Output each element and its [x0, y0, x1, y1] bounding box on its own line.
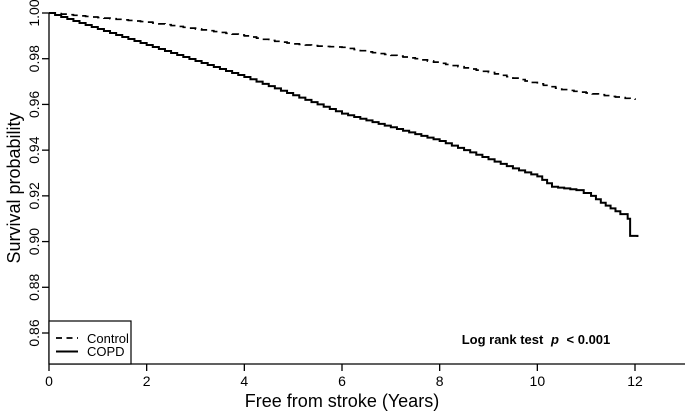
y-tick-label: 0.90: [26, 228, 42, 255]
x-tick-label: 12: [627, 373, 643, 389]
y-tick-label: 0.98: [26, 45, 42, 72]
y-tick-label: 0.86: [26, 319, 42, 346]
legend-label-control: Control: [87, 331, 129, 346]
y-tick-label: 0.92: [26, 182, 42, 209]
x-tick-label: 0: [45, 373, 53, 389]
x-tick-label: 6: [338, 373, 346, 389]
y-axis-title: Survival probability: [4, 112, 24, 263]
y-tick-label: 1.00: [26, 0, 42, 27]
y-tick-label: 0.94: [26, 136, 42, 163]
x-tick-label: 4: [240, 373, 248, 389]
annotation-prefix: Log rank test: [462, 332, 544, 347]
x-axis-ticks: 0 2 4 6 8 10 12: [45, 364, 643, 389]
x-tick-label: 8: [436, 373, 444, 389]
curve-copd: [49, 12, 639, 237]
survival-curves: [49, 12, 639, 237]
log-rank-annotation: Log rank test p < 0.001: [462, 332, 611, 347]
annotation-p-symbol: p: [550, 332, 559, 347]
y-tick-label: 0.96: [26, 91, 42, 118]
curve-control: [49, 12, 636, 100]
y-tick-label: 0.88: [26, 273, 42, 300]
x-axis-title: Free from stroke (Years): [245, 391, 439, 411]
y-axis-ticks: 0.86 0.88 0.90 0.92 0.94 0.96 0.98 1.00: [26, 0, 49, 347]
annotation-suffix: < 0.001: [567, 332, 611, 347]
legend-box: [48, 320, 132, 365]
legend: Control COPD: [48, 320, 132, 365]
x-tick-label: 10: [530, 373, 546, 389]
x-tick-label: 2: [143, 373, 151, 389]
legend-label-copd: COPD: [87, 344, 125, 359]
